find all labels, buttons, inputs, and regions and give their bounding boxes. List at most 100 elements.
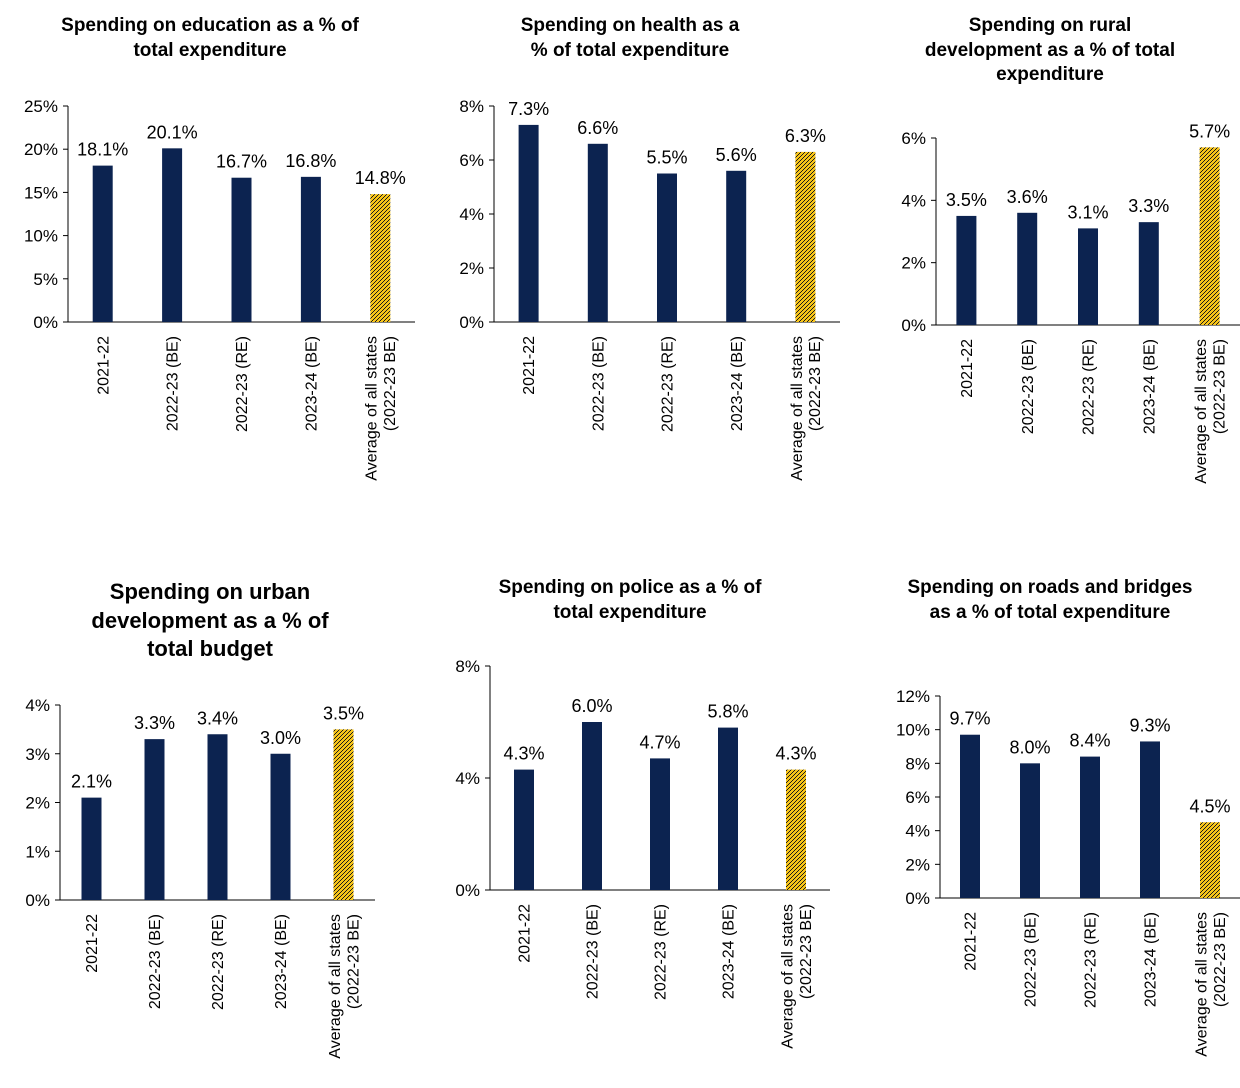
bar <box>518 124 539 323</box>
bar <box>92 165 113 322</box>
x-tick-label-line: 2022-23 (RE) <box>653 904 670 1000</box>
x-tick-label-line: Average of all states <box>789 336 806 481</box>
x-tick-label: Average of all states (2022-23 BE) <box>789 336 824 481</box>
chart-title-police: Spending on police as a % of total expen… <box>498 577 762 623</box>
chart-title-education: Spending on education as a % of total ex… <box>61 15 359 61</box>
data-label: 3.0% <box>260 728 301 748</box>
x-tick-label-line: 2021-22 <box>963 912 980 971</box>
y-tick-label: 0% <box>25 891 50 910</box>
x-tick-label-line: 2022-23 (RE) <box>660 336 677 432</box>
chart-panel-education: Spending on education as a % of total ex… <box>0 0 420 540</box>
y-tick-label: 6% <box>459 151 484 170</box>
y-tick-label: 15% <box>24 183 58 202</box>
bar <box>657 173 677 322</box>
x-tick-label-line: Average of all states <box>327 914 344 1059</box>
data-label: 6.0% <box>571 696 612 716</box>
x-tick-label: Average of all states (2022-23 BE) <box>364 336 399 481</box>
chart-panel-police: Spending on police as a % of total expen… <box>420 548 840 1088</box>
data-label: 4.5% <box>1189 796 1230 816</box>
bar <box>718 727 738 890</box>
y-tick-label: 4% <box>905 822 930 841</box>
x-tick-label: 2022-23 (RE) <box>1083 912 1100 1008</box>
data-label: 5.7% <box>1189 121 1230 141</box>
chart-panel-rural-development: Spending on rural development as a % of … <box>860 0 1240 540</box>
y-tick-label: 6% <box>905 788 930 807</box>
bar <box>1140 741 1160 898</box>
x-tick-label: 2022-23 (BE) <box>585 904 602 999</box>
y-tick-label: 4% <box>455 769 480 788</box>
chart-urban-development: 0% 1% 2% 3% 4% 2.1% 2021-22 3.3% 2022-23 (BE) 3.4… <box>25 696 375 1059</box>
x-tick-label-line: 2023-24 (BE) <box>721 904 738 999</box>
x-tick-label: 2022-23 (BE) <box>147 914 164 1009</box>
y-tick-label: 8% <box>455 657 480 676</box>
x-tick-label-line: 2022-23 (BE) <box>1023 912 1040 1007</box>
x-tick-label-line: 2022-23 (BE) <box>590 336 607 431</box>
x-tick-label: 2021-22 <box>959 339 976 398</box>
bar <box>162 148 183 322</box>
y-tick-label: 2% <box>901 254 926 273</box>
y-tick-label: 4% <box>459 205 484 224</box>
bar <box>1138 222 1159 325</box>
data-label: 8.0% <box>1009 737 1050 757</box>
data-label: 9.3% <box>1129 715 1170 735</box>
x-tick-label-line: Average of all states <box>1193 339 1210 484</box>
chart-education: 0% 5% 10% 15% 20% 25% 18.1% 2021-22 20.1% 2022-23… <box>24 97 415 481</box>
x-tick-label-line: (2022-23 BE) <box>1211 339 1228 434</box>
y-tick-label: 3% <box>25 745 50 764</box>
x-tick-label: 2021-22 <box>521 336 538 395</box>
y-tick-label: 4% <box>901 191 926 210</box>
chart-panel-roads-and-bridges: Spending on roads and bridges as a % of … <box>860 548 1240 1088</box>
bar <box>1078 228 1098 325</box>
x-tick-label-line: 2022-23 (BE) <box>1020 339 1037 434</box>
y-tick-label: 0% <box>455 881 480 900</box>
x-tick-label: 2023-24 (BE) <box>304 336 321 431</box>
x-tick-label-line: 2022-23 (BE) <box>585 904 602 999</box>
chart-title-health: Spending on health as a % of total expen… <box>520 15 740 61</box>
y-tick-label: 0% <box>33 313 58 332</box>
x-tick-label-line: 2023-24 (BE) <box>729 336 746 431</box>
bar <box>587 143 608 322</box>
y-tick-label: 0% <box>901 316 926 335</box>
data-label: 3.3% <box>134 713 175 733</box>
bar <box>514 769 534 890</box>
bar-highlighted <box>333 729 354 900</box>
y-tick-label: 8% <box>459 97 484 116</box>
y-tick-label: 2% <box>905 855 930 874</box>
data-label: 9.7% <box>949 709 990 729</box>
y-tick-label: 0% <box>905 889 930 908</box>
x-tick-label-line: 2021-22 <box>84 914 101 973</box>
data-label: 3.5% <box>946 190 987 210</box>
x-tick-label-line: 2021-22 <box>521 336 538 395</box>
bar <box>1020 763 1040 898</box>
x-tick-label: 2023-24 (BE) <box>729 336 746 431</box>
x-tick-label-line: (2022-23 BE) <box>798 904 815 999</box>
x-tick-label: 2022-23 (RE) <box>653 904 670 1000</box>
x-tick-label-line: 2023-24 (BE) <box>1143 912 1160 1007</box>
x-tick-label-line: Average of all states <box>364 336 381 481</box>
bar-highlighted <box>1200 822 1220 898</box>
bar <box>582 722 602 890</box>
x-tick-label: 2022-23 (BE) <box>165 336 182 431</box>
x-tick-label: 2021-22 <box>963 912 980 971</box>
x-tick-label-line: 2021-22 <box>959 339 976 398</box>
x-tick-label: 2023-24 (BE) <box>721 904 738 999</box>
bar <box>300 176 321 322</box>
bar-highlighted <box>786 769 806 890</box>
data-label: 4.7% <box>639 732 680 752</box>
x-tick-label-line: (2022-23 BE) <box>807 336 824 431</box>
y-tick-label: 10% <box>896 721 930 740</box>
x-tick-label: 2023-24 (BE) <box>1141 339 1158 434</box>
x-tick-label-line: 2022-23 (BE) <box>165 336 182 431</box>
data-label: 3.1% <box>1067 202 1108 222</box>
data-label: 16.8% <box>285 151 336 171</box>
y-tick-label: 1% <box>25 842 50 861</box>
x-tick-label: Average of all states (2022-23 BE) <box>1193 339 1228 484</box>
chart-panel-health: Spending on health as a % of total expen… <box>420 0 840 540</box>
data-label: 5.8% <box>707 702 748 722</box>
x-tick-label: 2022-23 (RE) <box>234 336 251 432</box>
bar <box>144 739 165 900</box>
data-label: 6.6% <box>577 118 618 138</box>
y-tick-label: 4% <box>25 696 50 715</box>
chart-title-rural-development: Spending on rural development as a % of … <box>924 15 1176 86</box>
data-label: 3.5% <box>323 703 364 723</box>
